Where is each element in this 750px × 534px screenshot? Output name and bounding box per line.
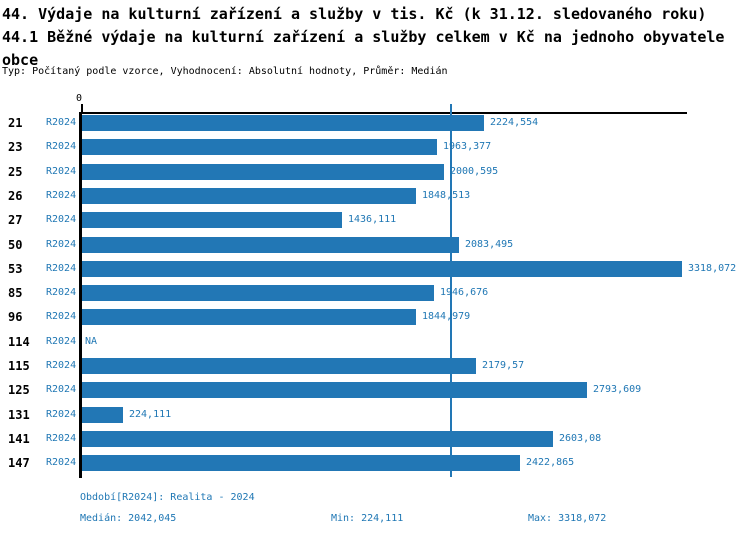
bar [82, 164, 444, 180]
x-axis-line [80, 112, 687, 114]
bar-value-label: 1848,513 [422, 190, 471, 201]
bar [82, 309, 416, 325]
bar-value-label: 2422,865 [526, 457, 575, 468]
row-series-label: R2024 [46, 336, 77, 347]
bar-value-label: 2179,57 [482, 360, 525, 371]
footer-period-label: Období[R2024]: Realita - 2024 [80, 492, 255, 503]
row-category-label: 114 [8, 335, 30, 349]
bar [82, 212, 342, 228]
row-category-label: 53 [8, 262, 23, 276]
bar-na-label: NA [85, 336, 98, 347]
bar [82, 261, 682, 277]
row-series-label: R2024 [46, 360, 77, 371]
bar [82, 455, 520, 471]
row-category-label: 23 [8, 140, 23, 154]
row-series-label: R2024 [46, 263, 77, 274]
bar-value-label: 2000,595 [450, 166, 499, 177]
row-category-label: 131 [8, 408, 30, 422]
bar-value-label: 1436,111 [348, 214, 397, 225]
footer-max-label: Max: 3318,072 [528, 513, 607, 524]
row-category-label: 26 [8, 189, 23, 203]
bar-value-label: 224,111 [129, 409, 172, 420]
x-axis-zero-label: 0 [75, 93, 82, 104]
row-series-label: R2024 [46, 239, 77, 250]
bar-value-label: 2083,495 [465, 239, 514, 250]
bar [82, 382, 587, 398]
row-category-label: 25 [8, 165, 23, 179]
bar [82, 358, 476, 374]
bar-value-label: 2793,609 [593, 384, 642, 395]
row-series-label: R2024 [46, 287, 77, 298]
bar-value-label: 1963,377 [443, 141, 492, 152]
footer-min-label: Min: 224,111 [331, 513, 404, 524]
y-axis-line [79, 112, 82, 478]
row-category-label: 115 [8, 359, 30, 373]
row-series-label: R2024 [46, 384, 77, 395]
row-category-label: 50 [8, 238, 23, 252]
row-series-label: R2024 [46, 409, 77, 420]
bar [82, 188, 416, 204]
bar [82, 139, 437, 155]
row-series-label: R2024 [46, 141, 77, 152]
bar [82, 285, 434, 301]
row-series-label: R2024 [46, 311, 77, 322]
row-series-label: R2024 [46, 117, 77, 128]
row-category-label: 125 [8, 383, 30, 397]
chart-header: 44. Výdaje na kulturní zařízení a služby… [2, 3, 742, 72]
bar-value-label: 1946,676 [440, 287, 489, 298]
bar [82, 431, 553, 447]
footer-median-label: Medián: 2042,045 [80, 513, 177, 524]
x-axis-tick [81, 104, 83, 113]
row-series-label: R2024 [46, 190, 77, 201]
page-subtitle: 44.1 Běžné výdaje na kulturní zařízení a… [2, 28, 734, 69]
row-category-label: 141 [8, 432, 30, 446]
bar [82, 115, 484, 131]
bar [82, 407, 123, 423]
row-category-label: 85 [8, 286, 23, 300]
median-reference-line [450, 104, 452, 477]
row-category-label: 96 [8, 310, 23, 324]
row-series-label: R2024 [46, 457, 77, 468]
bar-value-label: 1844,979 [422, 311, 471, 322]
bar-value-label: 3318,072 [688, 263, 737, 274]
bar-value-label: 2603,08 [559, 433, 602, 444]
bar [82, 237, 459, 253]
row-category-label: 27 [8, 213, 23, 227]
row-category-label: 21 [8, 116, 23, 130]
bar-value-label: 2224,554 [490, 117, 539, 128]
row-series-label: R2024 [46, 433, 77, 444]
row-series-label: R2024 [46, 166, 77, 177]
chart-meta-line: Typ: Počítaný podle vzorce, Vyhodnocení:… [2, 66, 448, 77]
row-series-label: R2024 [46, 214, 77, 225]
page-title: 44. Výdaje na kulturní zařízení a služby… [2, 5, 707, 23]
row-category-label: 147 [8, 456, 30, 470]
